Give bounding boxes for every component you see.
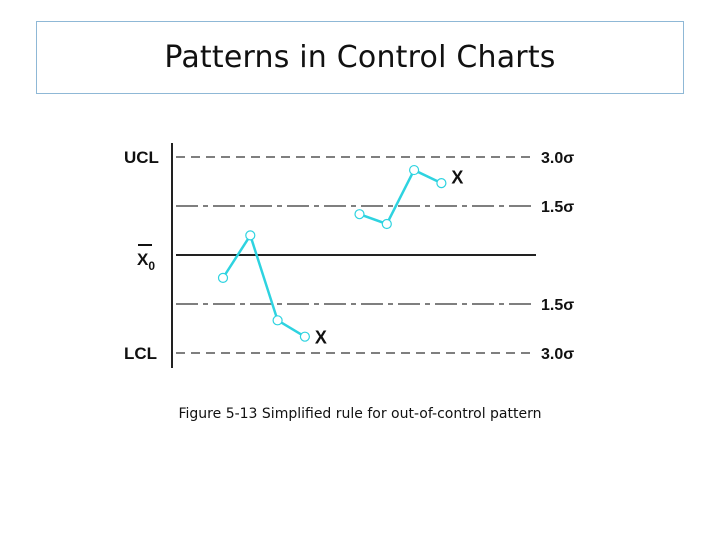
data-point bbox=[245, 230, 256, 241]
series-line-2 bbox=[359, 168, 442, 226]
upper-warning-sigma-label: 1.5σ bbox=[541, 199, 574, 216]
series-layer bbox=[217, 164, 447, 342]
figure-caption: Figure 5-13 Simplified rule for out-of-c… bbox=[178, 406, 542, 422]
series-line-1 bbox=[221, 232, 306, 338]
data-point bbox=[436, 178, 447, 189]
data-point bbox=[354, 209, 365, 220]
data-point bbox=[217, 272, 229, 283]
out-of-control-markers: XX bbox=[315, 168, 464, 348]
data-point bbox=[272, 315, 283, 326]
ucl-sigma-label: 3.0σ bbox=[541, 150, 574, 167]
lcl-label: LCL bbox=[124, 344, 157, 363]
ucl-label: UCL bbox=[124, 148, 159, 167]
data-point bbox=[409, 164, 420, 176]
out-of-control-marker: X bbox=[315, 328, 327, 348]
data-point bbox=[299, 331, 310, 342]
title-box: Patterns in Control Charts bbox=[36, 21, 684, 94]
data-point bbox=[381, 218, 392, 230]
out-of-control-marker: X bbox=[451, 168, 463, 188]
center-label: X0 bbox=[137, 250, 155, 273]
lcl-sigma-label: 3.0σ bbox=[541, 346, 574, 363]
page-title: Patterns in Control Charts bbox=[164, 40, 556, 75]
lower-warning-sigma-label: 1.5σ bbox=[541, 297, 574, 314]
